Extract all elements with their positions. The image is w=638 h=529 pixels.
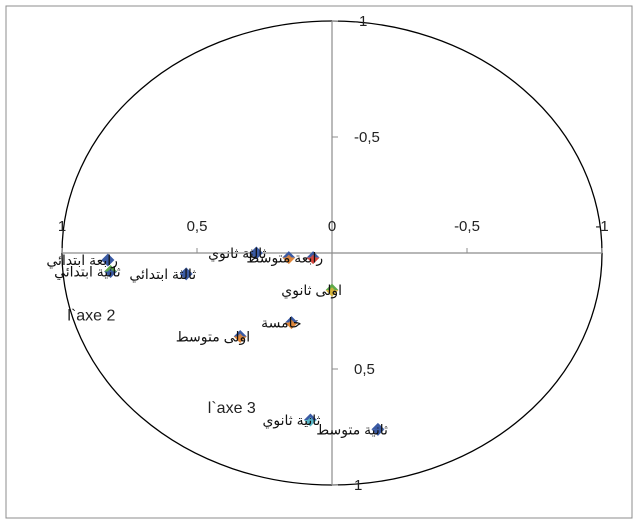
data-point-marker <box>101 253 115 267</box>
data-point-label: اولى متوسط <box>176 329 250 346</box>
data-point-label: رابعة ابتدائي <box>46 252 118 269</box>
data-point-label: ثانية ثانوي <box>262 412 320 429</box>
data-point-marker <box>285 316 298 330</box>
x-tick-label: 0,5 <box>187 218 208 235</box>
data-point-label: ثانية ابتدائي <box>54 264 121 281</box>
data-point-marker <box>249 246 263 260</box>
data-point-label: اولى ثانوي <box>281 282 342 299</box>
data-point-marker <box>303 413 317 427</box>
data-point-label: خامسة <box>261 315 301 331</box>
y-tick-label: 1 <box>354 477 362 494</box>
x-tick-label: -1 <box>595 218 608 235</box>
data-point-marker <box>306 251 320 265</box>
y-tick-label: -1 <box>354 13 367 30</box>
data-point-marker <box>179 267 193 281</box>
data-point-marker <box>233 330 247 344</box>
axis-annotation: l`axe 2 <box>67 307 115 324</box>
data-point-label: ثانية متوسط <box>316 421 388 438</box>
x-tick-label: 0 <box>328 218 336 235</box>
y-tick-label: -0,5 <box>354 129 380 146</box>
data-point-label: ثالثة ثانوي <box>208 245 266 262</box>
data-point-marker <box>325 283 339 297</box>
axis-annotation: l`axe 3 <box>208 400 256 417</box>
data-point-marker <box>104 265 118 279</box>
y-tick-label: 0,5 <box>354 361 375 378</box>
data-point-label: ثالثة ابتدائي <box>129 266 196 283</box>
data-point-label: رابعة متوسط <box>246 250 323 267</box>
data-point-marker <box>371 422 385 436</box>
data-point-marker <box>282 251 296 265</box>
x-tick-label: -0,5 <box>454 218 480 235</box>
x-tick-label: 1 <box>58 218 66 235</box>
